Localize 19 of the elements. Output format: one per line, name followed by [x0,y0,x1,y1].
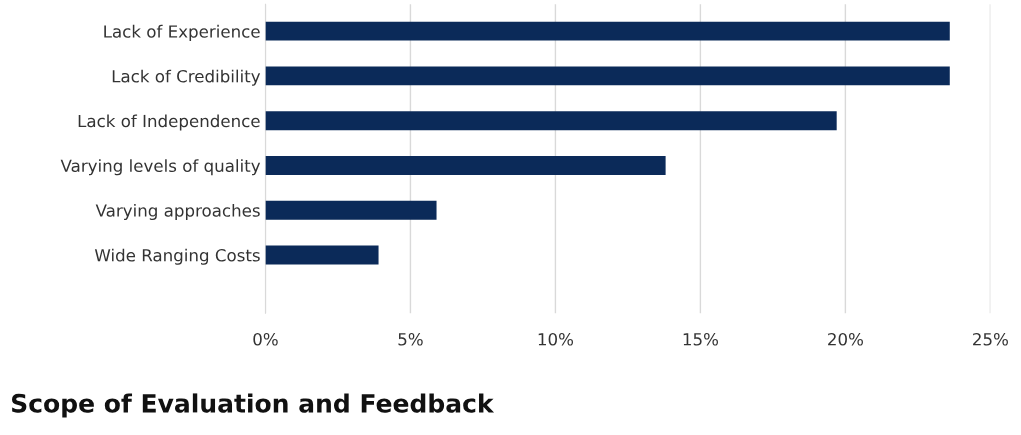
bar [265,200,437,220]
x-tick-label: 20% [828,332,863,346]
text: Scope of Evaluation and Feedback [12,393,495,418]
y-tick-label: Varying approaches [95,203,260,221]
x-tick-label: 0% [253,332,278,346]
bar [265,111,837,131]
bar [265,156,666,175]
y-tick-label: Lack of Experience [104,24,260,41]
y-tick-label: Lack of Independence [78,114,260,131]
x-tick-label: 10% [538,332,574,346]
bar [265,21,950,41]
y-tick-label: Varying levels of quality [60,159,261,176]
y-tick-label: Lack of Credibility [112,69,261,86]
y-tick-label: Wide Ranging Costs [94,248,260,265]
bar [265,66,950,86]
bar [265,245,379,265]
x-tick-label: 5% [398,332,423,346]
x-tick-label: 25% [973,332,1008,346]
x-tick-label: 15% [683,332,719,346]
